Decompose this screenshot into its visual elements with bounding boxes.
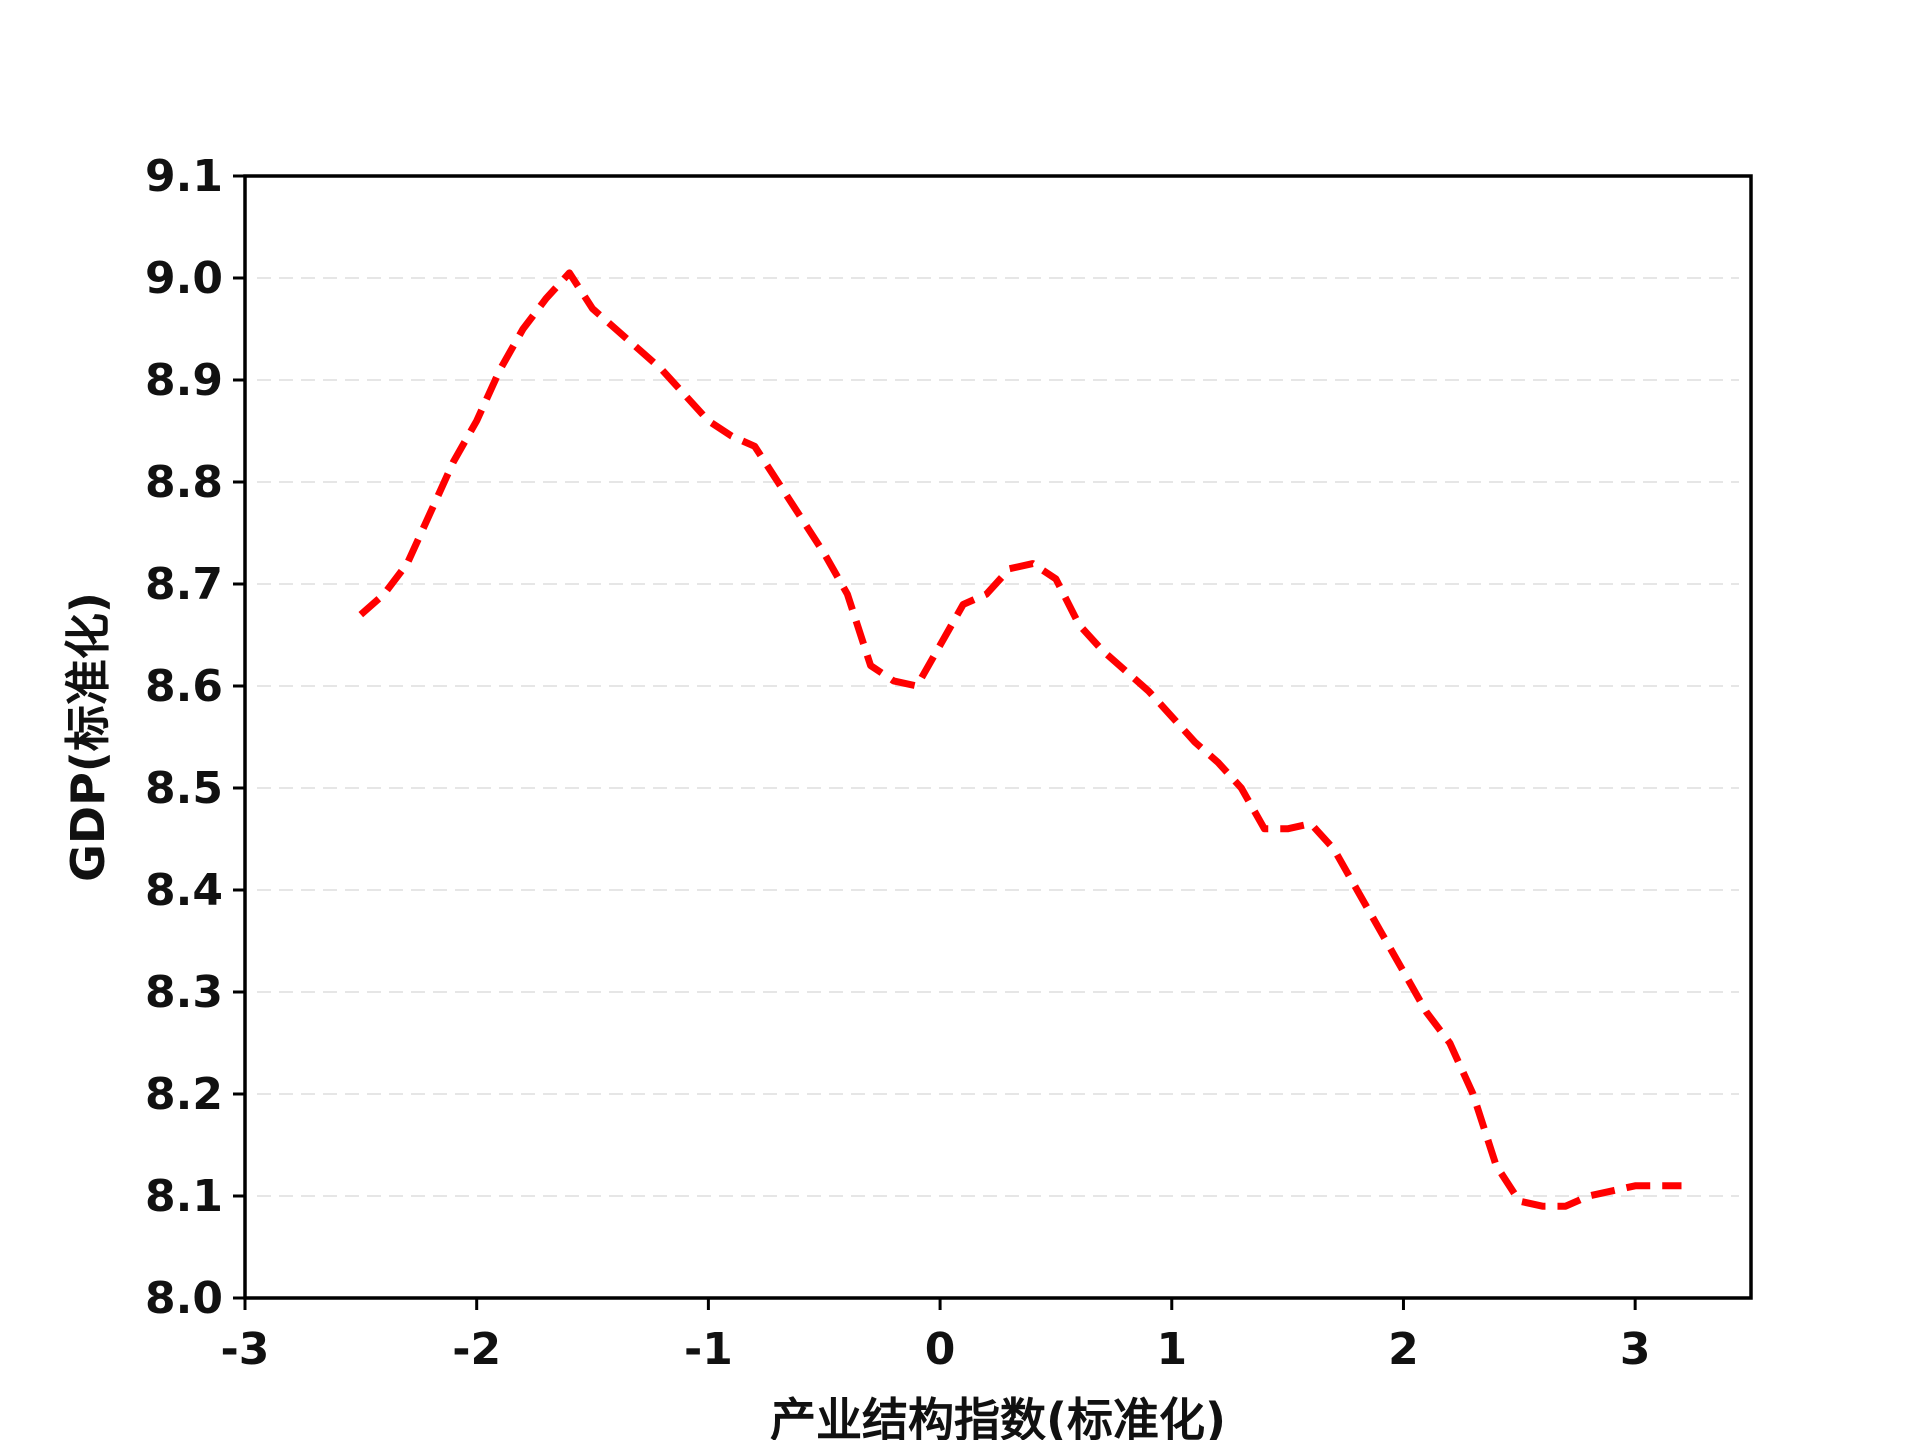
y-tick-label: 8.2 xyxy=(145,1069,223,1120)
y-tick-label: 8.6 xyxy=(145,661,223,712)
y-tick-label: 8.5 xyxy=(145,763,223,814)
x-tick-label: -3 xyxy=(221,1324,270,1375)
series-line xyxy=(358,269,1682,1210)
y-tick-label: 8.3 xyxy=(145,967,223,1018)
series-layer xyxy=(358,269,1682,1210)
x-axis-label: 产业结构指数(标准化) xyxy=(770,1393,1226,1440)
y-axis: 8.0 8.1 8.2 8.3 8.4 8.5 8.6 8.7 8.8 8.9 9.0 9.1 xyxy=(145,151,245,1324)
gridlines xyxy=(257,277,1739,1197)
y-axis-label: GDP(标准化) xyxy=(61,592,115,882)
x-axis: -3 -2 -1 0 1 2 3 xyxy=(221,1298,1651,1375)
x-tick-label: 1 xyxy=(1156,1324,1187,1375)
x-tick-label: -2 xyxy=(452,1324,501,1375)
x-tick-label: 0 xyxy=(925,1324,956,1375)
y-tick-label: 8.7 xyxy=(145,559,223,610)
y-tick-label: 8.4 xyxy=(145,865,223,916)
y-tick-label: 8.1 xyxy=(145,1171,223,1222)
y-tick-label: 8.9 xyxy=(145,355,223,406)
y-tick-label: 8.0 xyxy=(145,1273,223,1324)
x-tick-label: 3 xyxy=(1620,1324,1651,1375)
y-tick-label: 9.1 xyxy=(145,151,223,202)
plot-area-frame xyxy=(243,174,1753,1300)
y-tick-label: 9.0 xyxy=(145,253,223,304)
y-tick-label: 8.8 xyxy=(145,457,223,508)
x-tick-label: -1 xyxy=(684,1324,733,1375)
x-tick-label: 2 xyxy=(1388,1324,1419,1375)
